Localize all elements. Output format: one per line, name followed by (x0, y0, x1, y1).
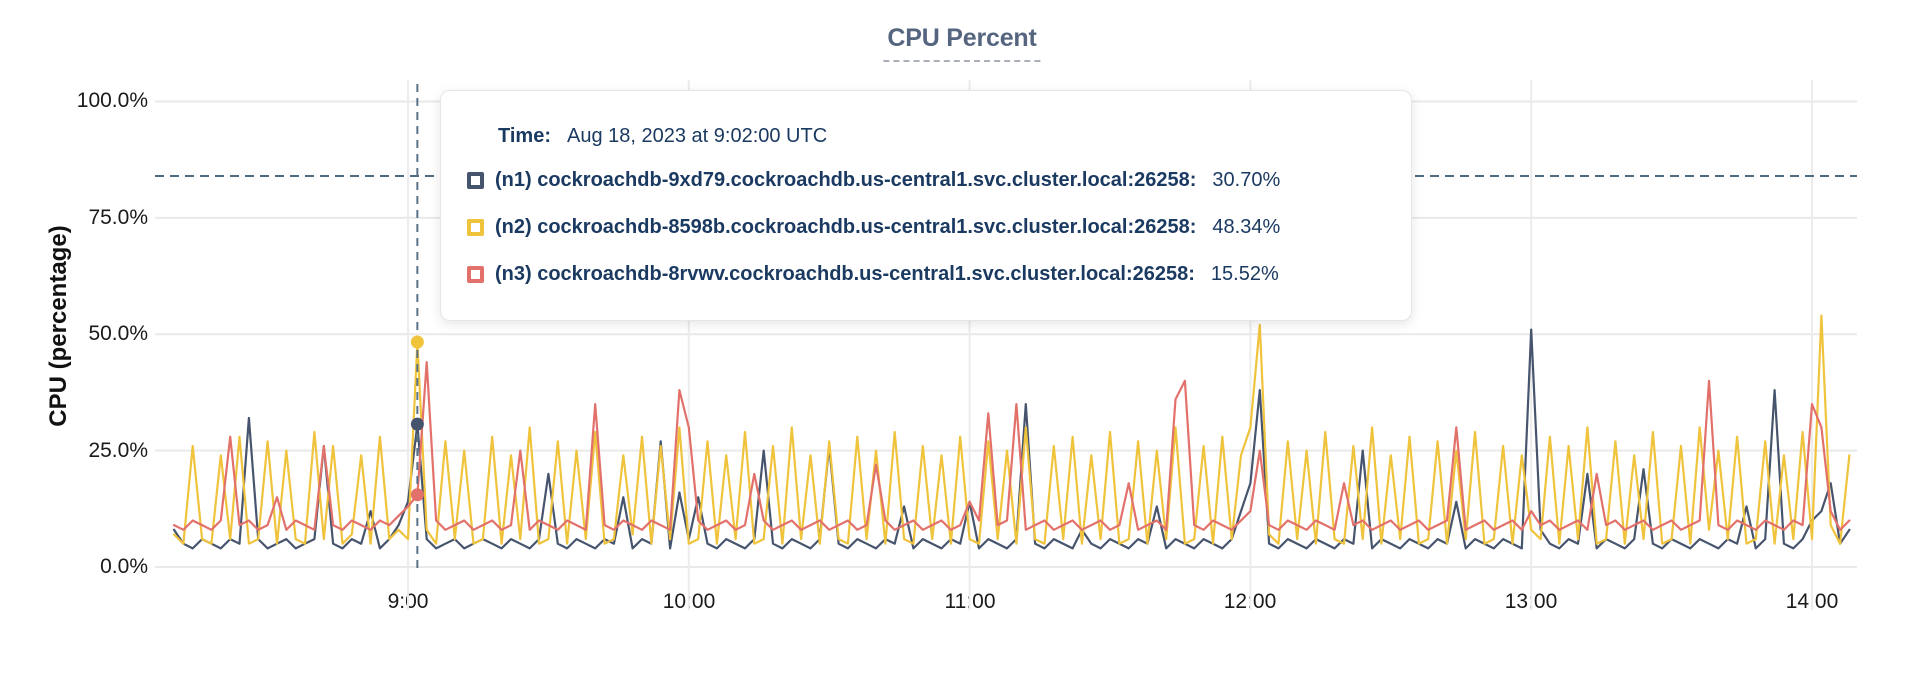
y-tick-75: 75.0% (88, 206, 148, 229)
y-tick-25: 25.0% (88, 439, 148, 462)
tooltip-series-row-n1: (n1) cockroachdb-9xd79.cockroachdb.us-ce… (467, 157, 1411, 204)
y-tick-100: 100.0% (76, 89, 148, 112)
y-tick-0: 0.0% (100, 555, 148, 578)
series-line-n2 (172, 314, 1851, 545)
series-marker-n3-icon (467, 266, 484, 283)
series-value-n2: 48.34% (1212, 216, 1281, 238)
hover-dot-n2 (410, 335, 424, 349)
hover-dot-n1 (410, 417, 424, 431)
tooltip-time-value: Aug 18, 2023 at 9:02:00 UTC (566, 124, 828, 147)
hover-dot-n3 (410, 488, 424, 502)
series-value-n1: 30.70% (1212, 169, 1281, 191)
tooltip-series-row-n3: (n3) cockroachdb-8rvwv.cockroachdb.us-ce… (467, 251, 1411, 298)
tooltip-time-label: Time: (498, 124, 551, 147)
series-marker-n2-icon (467, 219, 484, 236)
hover-tooltip: Time: Aug 18, 2023 at 9:02:00 UTC (n1) c… (440, 90, 1412, 321)
series-label-n3: (n3) cockroachdb-8rvwv.cockroachdb.us-ce… (495, 263, 1195, 285)
tooltip-time-row: Time: Aug 18, 2023 at 9:02:00 UTC (467, 115, 1411, 157)
series-label-n1: (n1) cockroachdb-9xd79.cockroachdb.us-ce… (495, 169, 1197, 191)
series-line-n3 (172, 361, 1851, 531)
series-label-n2: (n2) cockroachdb-8598b.cockroachdb.us-ce… (495, 216, 1197, 238)
series-marker-n1-icon (467, 172, 484, 189)
series-value-n3: 15.52% (1210, 263, 1279, 285)
y-tick-50: 50.0% (88, 322, 148, 345)
chart-title[interactable]: CPU Percent (883, 24, 1041, 62)
series-line-n1 (172, 328, 1851, 550)
tooltip-series-row-n2: (n2) cockroachdb-8598b.cockroachdb.us-ce… (467, 204, 1411, 251)
